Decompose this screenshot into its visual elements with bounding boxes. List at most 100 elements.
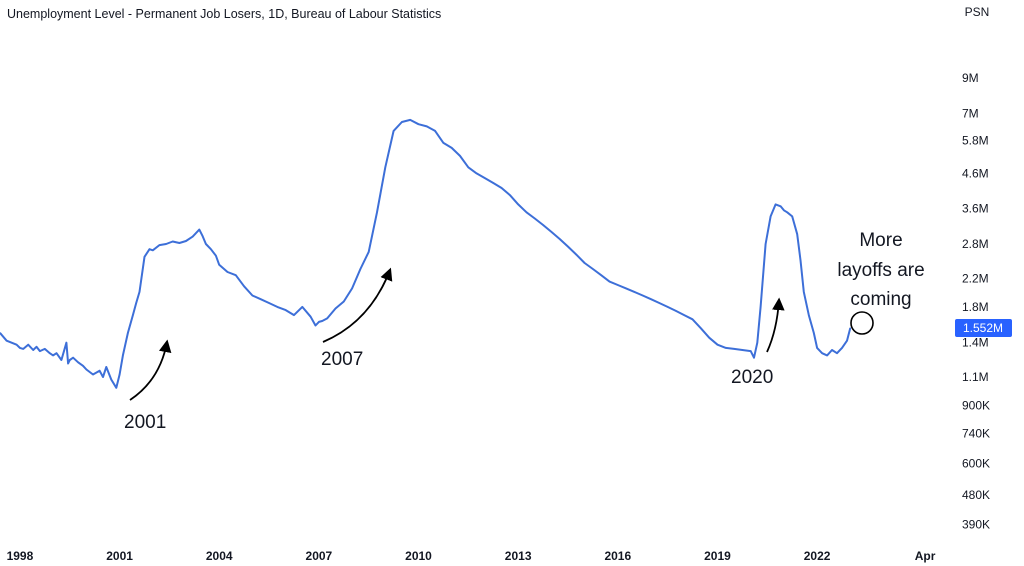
y-tick-label: 1.4M <box>962 336 989 350</box>
data-point <box>501 187 503 189</box>
data-point <box>803 291 805 293</box>
annotations: 2001 2007 2020 More layoffs are coming <box>124 230 925 433</box>
data-point <box>49 352 51 354</box>
data-point <box>321 320 323 322</box>
data-point <box>401 121 403 123</box>
data-point <box>218 264 220 266</box>
data-point <box>205 243 207 245</box>
arrow-2001 <box>129 339 172 401</box>
data-point <box>836 352 838 354</box>
data-point <box>314 324 317 327</box>
data-point <box>831 349 833 351</box>
data-point <box>841 347 843 349</box>
data-point <box>192 236 194 238</box>
arrow-2020 <box>766 297 785 353</box>
data-point <box>813 332 815 334</box>
data-point <box>32 349 34 351</box>
data-point <box>517 203 519 205</box>
data-point <box>849 327 851 329</box>
data-point <box>716 344 719 346</box>
arrow-2007 <box>322 267 393 343</box>
data-point <box>434 130 436 132</box>
data-point <box>152 249 154 251</box>
data-point <box>127 332 129 334</box>
data-point <box>780 205 782 207</box>
data-point <box>143 256 146 258</box>
data-point <box>132 314 134 316</box>
data-point <box>293 314 295 316</box>
data-point <box>6 340 8 342</box>
data-point <box>119 373 121 376</box>
last-value-badge <box>955 319 1012 337</box>
data-point <box>60 359 63 361</box>
data-point <box>765 243 767 245</box>
data-point <box>808 314 810 316</box>
data-point <box>39 350 41 352</box>
data-point <box>165 243 167 245</box>
y-tick-label: 480K <box>962 488 990 502</box>
y-tick-label: 1.8M <box>962 300 989 314</box>
y-axis-symbol: PSN <box>965 5 990 19</box>
data-point <box>592 268 594 270</box>
data-point <box>600 274 602 276</box>
data-point <box>550 231 553 233</box>
data-point <box>210 248 212 250</box>
data-point <box>301 306 303 308</box>
data-point <box>691 318 694 320</box>
data-point <box>44 348 46 350</box>
y-tick-label: 1.1M <box>962 370 989 384</box>
data-point <box>85 368 87 371</box>
chart-title: Unemployment Level - Permanent Job Loser… <box>7 7 442 21</box>
data-point <box>172 240 174 243</box>
y-axis[interactable]: PSN 9M 7M 5.8M 4.6M 3.6M 2.8M 2.2M 1.8M 1.4M 1.1M 9… <box>962 5 990 532</box>
series-line[interactable] <box>0 118 852 389</box>
data-point <box>786 211 788 213</box>
data-point <box>135 302 137 304</box>
data-point <box>35 346 38 348</box>
data-point <box>821 352 823 354</box>
data-point <box>16 344 18 346</box>
data-point <box>158 244 160 246</box>
data-point <box>846 340 848 342</box>
data-point <box>683 314 685 316</box>
data-point <box>72 357 74 359</box>
data-point <box>334 307 337 310</box>
highlight-circle <box>850 311 874 335</box>
data-point <box>525 211 528 213</box>
data-point <box>799 259 802 261</box>
data-point <box>775 203 777 205</box>
data-point <box>22 348 24 350</box>
data-point <box>202 235 204 237</box>
data-point <box>534 217 536 220</box>
data-point <box>741 349 744 351</box>
x-tick-label: 1998 <box>7 549 34 563</box>
y-tick-label: 2.2M <box>962 271 989 285</box>
data-point <box>11 342 13 344</box>
data-point <box>115 387 117 389</box>
annotation-layoffs-are: layoffs are <box>837 260 924 281</box>
data-point <box>82 365 84 367</box>
x-axis[interactable]: 1998 2001 2004 2007 2010 2013 2016 2019 2022 Apr <box>7 549 936 563</box>
data-point <box>617 284 619 286</box>
data-point <box>276 306 278 308</box>
data-point <box>575 254 577 256</box>
y-tick-label: 4.6M <box>962 166 989 180</box>
data-point <box>69 359 71 361</box>
data-point <box>417 123 420 125</box>
data-point <box>55 352 58 354</box>
x-tick-label: 2001 <box>106 549 133 563</box>
data-point <box>725 347 727 349</box>
x-tick-label: Apr <box>915 549 936 563</box>
plot-area[interactable] <box>0 118 852 389</box>
data-point <box>310 316 312 318</box>
data-point <box>816 347 818 349</box>
data-point <box>658 302 660 304</box>
data-point <box>753 357 755 359</box>
data-point <box>484 177 486 179</box>
data-point <box>318 321 320 323</box>
x-tick-label: 2013 <box>505 549 532 563</box>
y-tick-label: 5.8M <box>962 133 989 147</box>
annotation-coming: coming <box>850 289 911 310</box>
data-point <box>185 240 187 242</box>
